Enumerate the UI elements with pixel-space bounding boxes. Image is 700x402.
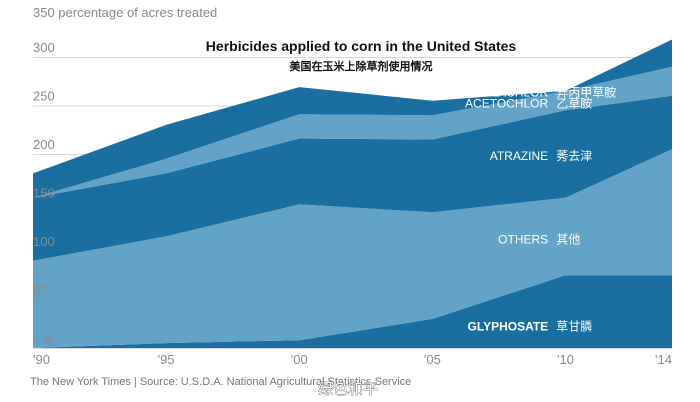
series-label: OTHERS (498, 232, 548, 246)
series-label: ACETOCHLOR (465, 96, 548, 110)
x-tick-label: '14 (655, 352, 672, 367)
series-label: ATRAZINE (490, 149, 548, 163)
source-note: The New York Times | Source: U.S.D.A. Na… (30, 376, 411, 388)
y-tick-label: 250 (33, 89, 55, 104)
series-label: METOLACHLOR (457, 86, 548, 100)
y-tick-label: 0 (45, 331, 52, 346)
watermark: 绿色和平 (318, 380, 378, 398)
series-label-zh: 草甘膦 (556, 319, 592, 334)
series-label-zh: 乙草胺 (556, 96, 592, 110)
y-tick-label: 100 (33, 234, 55, 249)
series-label-zh: 异丙甲草胺 (556, 86, 616, 100)
y-tick-label: 200 (33, 137, 55, 152)
x-tick-label: '00 (291, 352, 308, 367)
x-axis-ticks: '90 '95 '00 '05 '10 '14 (33, 352, 672, 367)
series-labels: GLYPHOSATE 草甘膦 OTHERS 其他 ATRAZINE 莠去津 ACETOCHL… (457, 86, 616, 334)
x-tick-label: '90 (33, 352, 50, 367)
y-axis-ticks: 50 100 150 200 250 300 0 (33, 40, 55, 346)
series-label-zh: 莠去津 (556, 149, 592, 163)
x-tick-label: '05 (424, 352, 441, 367)
y-tick-label: 300 (33, 40, 55, 55)
area-others (33, 149, 672, 348)
area-glyphosate (33, 275, 672, 348)
y-tick-label: 50 (33, 283, 47, 298)
series-areas (33, 39, 672, 348)
y-tick-label: 150 (33, 186, 55, 201)
chart-title: Herbicides applied to corn in the United… (206, 38, 517, 54)
x-tick-label: '10 (557, 352, 574, 367)
area-atrazine (33, 95, 672, 261)
series-label: GLYPHOSATE (468, 320, 549, 334)
y-axis-label: 350 percentage of acres treated (33, 5, 217, 20)
chart-subtitle: 美国在玉米上除草剂使用情况 (290, 59, 433, 73)
x-tick-label: '95 (158, 352, 175, 367)
series-label-zh: 其他 (556, 232, 580, 246)
area-acetochlor (33, 66, 672, 198)
